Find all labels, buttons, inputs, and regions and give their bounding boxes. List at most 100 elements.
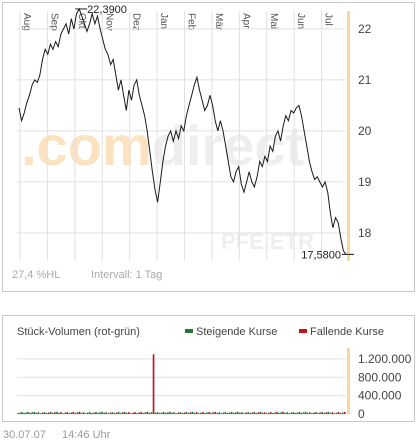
volume-bar (218, 412, 221, 414)
volume-bar (315, 412, 317, 414)
volume-bar (191, 411, 194, 414)
volume-bar (47, 412, 50, 414)
month-label: Nov (103, 13, 114, 31)
month-label: Mai (268, 13, 279, 29)
legend-rising-label: Steigende Kurse (196, 326, 278, 338)
volume-bar (33, 411, 36, 414)
volume-bar (144, 412, 147, 414)
legend-rising: Steigende Kurse (185, 326, 277, 338)
volume-bar (171, 412, 173, 414)
volume-bar (111, 412, 114, 414)
volume-title: Stück-Volumen (rot-grün) (17, 326, 140, 338)
volume-bar (107, 413, 110, 414)
volume-bar (313, 412, 315, 414)
month-label: Feb (186, 13, 197, 31)
volume-bar (49, 411, 52, 414)
volume-bar (321, 411, 323, 414)
volume-bar (294, 413, 297, 414)
volume-bar (220, 413, 223, 414)
volume-bar (31, 412, 34, 414)
high-value-label: 22,3900 (87, 4, 127, 16)
volume-bar (154, 412, 157, 414)
volume-tick-label: 0 (358, 407, 365, 421)
volume-bar (119, 412, 122, 414)
volume-bar (29, 412, 31, 414)
legend-falling-label: Fallende Kurse (310, 326, 384, 338)
volume-bar (150, 412, 153, 414)
volume-bar (247, 412, 249, 414)
month-label: Dez (131, 13, 142, 31)
volume-bar (241, 412, 243, 414)
volume-bar (70, 412, 73, 414)
volume-bar (152, 354, 155, 414)
volume-bar (261, 412, 264, 414)
volume-bar (130, 413, 132, 414)
volume-bar (160, 412, 163, 414)
volume-bar (329, 412, 332, 414)
volume-bar (327, 411, 330, 414)
volume-bar (156, 412, 159, 414)
volume-bar (56, 411, 58, 414)
volume-bar (169, 411, 171, 414)
volume-bar (253, 411, 256, 414)
volume-chart: 0 400.000 800.000 1.200.000 (17, 348, 412, 421)
volume-bar (226, 413, 229, 414)
volume-bar (91, 413, 93, 414)
volume-bar (23, 413, 25, 414)
volume-bar (136, 413, 138, 414)
volume-bar (222, 412, 225, 414)
volume-tick-label: 800.000 (358, 370, 402, 384)
volume-bar (117, 411, 120, 414)
volume-bar (288, 413, 291, 414)
volume-bar (179, 412, 182, 414)
volume-bar (134, 412, 136, 414)
volume-bar (88, 412, 91, 414)
volume-bar (43, 412, 46, 414)
volume-bar (249, 413, 252, 414)
month-label: Aug (21, 13, 32, 31)
month-label: Apr (240, 13, 251, 29)
volume-bar (58, 412, 60, 414)
volume-bar (181, 413, 184, 414)
volume-bar (193, 412, 196, 414)
volume-bar (142, 412, 145, 414)
volume-bar (93, 412, 95, 414)
volume-bar (128, 412, 130, 414)
volume-bar (197, 413, 200, 414)
volume-bar (278, 412, 280, 414)
volume-bar (60, 412, 62, 414)
volume-bar (27, 411, 29, 414)
volume-bar (341, 412, 344, 414)
volume-bar (113, 413, 116, 414)
volume-bar (208, 411, 210, 414)
volume-bar (51, 412, 54, 414)
y-tick-label: 19 (358, 175, 372, 189)
volume-bar (308, 412, 311, 414)
volume-bar (105, 412, 108, 414)
month-label: Sep (48, 13, 59, 31)
volume-bar (35, 412, 38, 414)
legend-rising-swatch (185, 329, 193, 334)
volume-bar (202, 412, 204, 414)
volume-bar (263, 412, 266, 414)
volume-bar (21, 412, 23, 414)
price-chart-panel: .comdirect PFE.ETR Aug Sep Okt Nov Dez Jan Feb Mä… (2, 2, 415, 292)
volume-bar (132, 412, 134, 414)
y-tick-label: 20 (358, 124, 372, 138)
volume-bar (125, 412, 128, 414)
month-label: Okt (76, 13, 87, 29)
volume-accent-bar (347, 348, 350, 414)
volume-bar (200, 412, 202, 414)
volume-bar (331, 412, 334, 414)
volume-bar (86, 412, 89, 414)
volume-bar (17, 413, 19, 414)
volume-bar (257, 412, 260, 414)
volume-bar (204, 413, 206, 414)
volume-bar (76, 412, 79, 414)
legend-falling: Fallende Kurse (299, 326, 384, 338)
low-value-label: 17,5800 (301, 249, 341, 261)
volume-bar (101, 411, 103, 414)
volume-bar (103, 412, 106, 414)
volume-bar (296, 412, 299, 414)
